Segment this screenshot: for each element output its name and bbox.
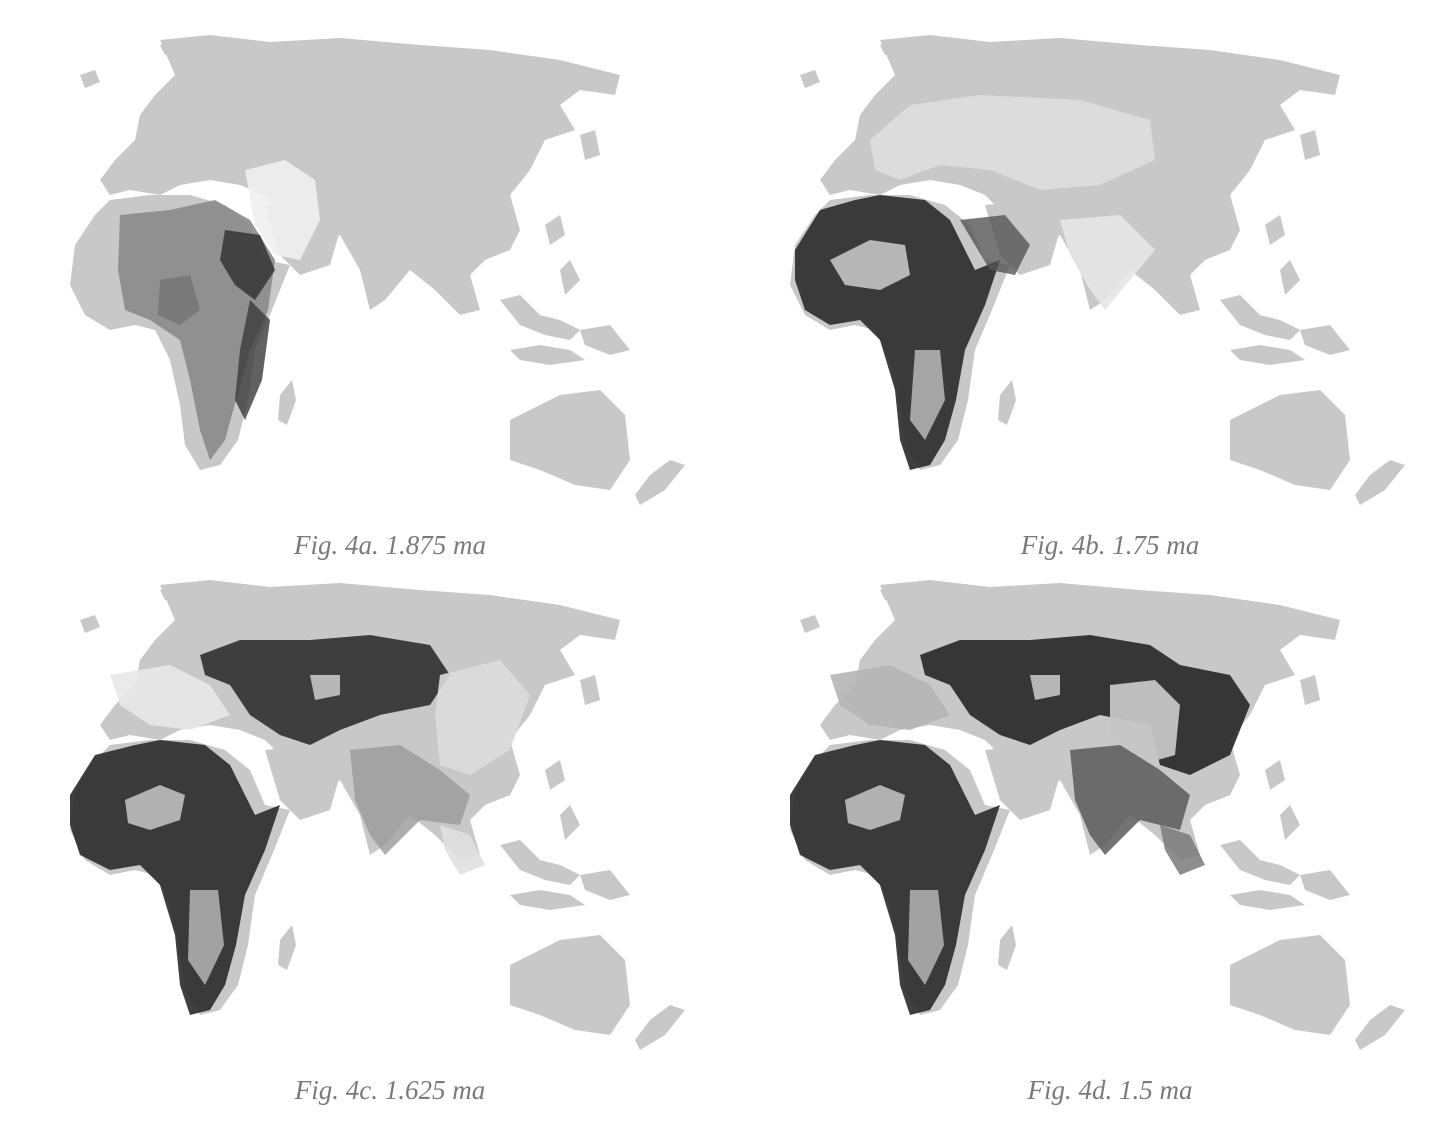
map-panel-d: Fig. 4d. 1.5 ma xyxy=(760,565,1453,1105)
world-map-a xyxy=(70,35,685,505)
occupancy-layer xyxy=(70,635,530,1015)
world-map-b xyxy=(790,35,1405,505)
figure-caption: Fig. 4d. 1.5 ma xyxy=(1027,1075,1193,1105)
figure-caption: Fig. 4c. 1.625 ma xyxy=(294,1075,486,1105)
occupancy-layer xyxy=(118,160,320,460)
occupancy-layer xyxy=(795,95,1155,470)
map-panel-c: Fig. 4c. 1.625 ma xyxy=(40,565,740,1105)
map-panel-a: Fig. 4a. 1.875 ma xyxy=(40,20,740,560)
world-map-d xyxy=(790,580,1405,1050)
world-map-c xyxy=(70,580,685,1050)
map-panel-b: Fig. 4b. 1.75 ma xyxy=(760,20,1453,560)
occupancy-layer xyxy=(790,635,1250,1015)
figure-caption: Fig. 4a. 1.875 ma xyxy=(294,530,486,560)
figure-caption: Fig. 4b. 1.75 ma xyxy=(1020,530,1200,560)
